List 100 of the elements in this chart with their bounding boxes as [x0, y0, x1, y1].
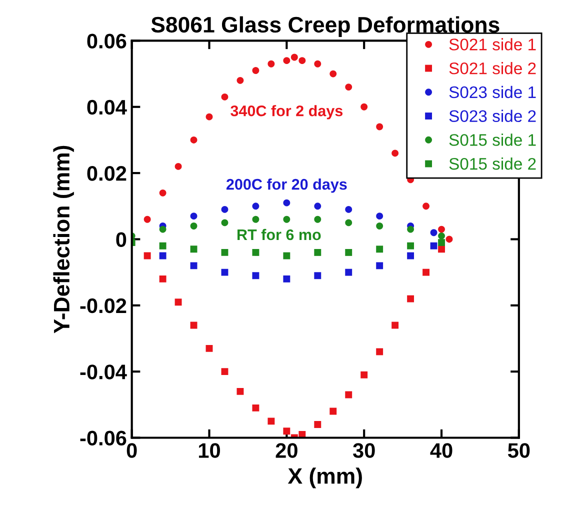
point: [392, 150, 399, 157]
point: [221, 219, 228, 226]
point: [236, 388, 244, 395]
point: [314, 248, 322, 256]
point: [438, 226, 445, 233]
point: [360, 371, 368, 378]
point: [190, 222, 198, 230]
y-tick-label: -0.06: [80, 430, 126, 446]
point: [360, 103, 368, 110]
point: [283, 252, 290, 260]
y-axis-title: Y-Deflection (mm): [53, 146, 74, 334]
point: [298, 57, 306, 64]
point: [283, 275, 290, 282]
point: [422, 202, 430, 210]
point: [144, 252, 151, 260]
point: [283, 57, 290, 64]
point: [345, 248, 352, 256]
y-tick-label: -0.04: [80, 364, 127, 380]
point: [314, 272, 322, 280]
point: [190, 262, 198, 270]
point: [206, 344, 213, 352]
point: [438, 232, 445, 240]
point: [221, 368, 228, 376]
point: [438, 239, 445, 246]
point: [422, 268, 430, 276]
point: [252, 216, 260, 223]
point: [314, 421, 322, 428]
x-tick-label: 40: [430, 443, 452, 458]
point: [144, 216, 151, 223]
x-tick-label: 20: [276, 443, 298, 458]
point: [221, 206, 228, 213]
point: [283, 216, 290, 223]
point: [159, 189, 166, 196]
point: [345, 268, 352, 276]
point: [376, 123, 384, 130]
y-tick-label: 0.02: [87, 166, 126, 181]
point: [376, 348, 384, 356]
point: [376, 212, 384, 220]
point: [430, 229, 438, 236]
x-axis-title: X (mm): [288, 468, 362, 488]
point: [314, 60, 322, 68]
chart-title: S8061 Glass Creep Deformations: [151, 16, 500, 37]
point: [190, 246, 198, 253]
annotation: 340C for 2 days: [230, 105, 343, 120]
point: [392, 322, 399, 329]
point: [345, 206, 352, 213]
legend-label: S023 side 1: [449, 86, 536, 98]
point: [407, 295, 414, 302]
point: [190, 212, 198, 220]
point: [221, 268, 228, 276]
point: [252, 202, 260, 210]
point: [438, 246, 445, 253]
x-tick-label: 10: [198, 443, 220, 458]
point: [407, 252, 414, 260]
point: [252, 248, 260, 256]
legend-label: S023 side 2: [449, 110, 536, 122]
point: [345, 391, 352, 398]
legend-label: S021 side 1: [449, 38, 536, 50]
point: [236, 76, 244, 84]
point: [159, 242, 166, 250]
legend-label: S015 side 1: [449, 134, 536, 146]
point: [376, 262, 384, 270]
point: [290, 54, 298, 61]
y-tick-label: -0.02: [80, 298, 126, 314]
annotation: 200C for 20 days: [226, 178, 347, 193]
point: [330, 70, 337, 78]
x-tick-label: 50: [508, 443, 530, 458]
point: [206, 113, 213, 120]
point: [345, 219, 352, 226]
y-tick-label: 0: [116, 232, 126, 247]
point: [330, 408, 337, 415]
point: [221, 248, 228, 256]
point: [174, 162, 182, 170]
point: [407, 226, 414, 233]
point: [283, 428, 290, 435]
point: [252, 404, 260, 412]
x-tick-label: 30: [352, 443, 375, 458]
legend-label: S021 side 2: [449, 62, 536, 74]
point: [407, 242, 414, 250]
point: [430, 242, 438, 250]
point: [314, 202, 322, 210]
point: [159, 275, 166, 282]
point: [190, 136, 198, 144]
point: [252, 272, 260, 280]
point: [376, 246, 384, 253]
y-tick-label: 0.06: [87, 34, 126, 48]
point: [174, 298, 182, 306]
y-tick-label: 0.04: [87, 100, 127, 115]
point: [268, 60, 275, 68]
legend-label: S015 side 2: [449, 158, 536, 170]
point: [446, 236, 453, 243]
point: [283, 199, 290, 206]
point: [252, 67, 260, 74]
x-tick-label: 0: [126, 443, 137, 458]
point: [221, 93, 228, 100]
point: [376, 222, 384, 230]
point: [314, 216, 322, 223]
annotation: RT for 6 mo: [238, 228, 321, 240]
point: [268, 418, 275, 425]
point: [159, 252, 166, 260]
